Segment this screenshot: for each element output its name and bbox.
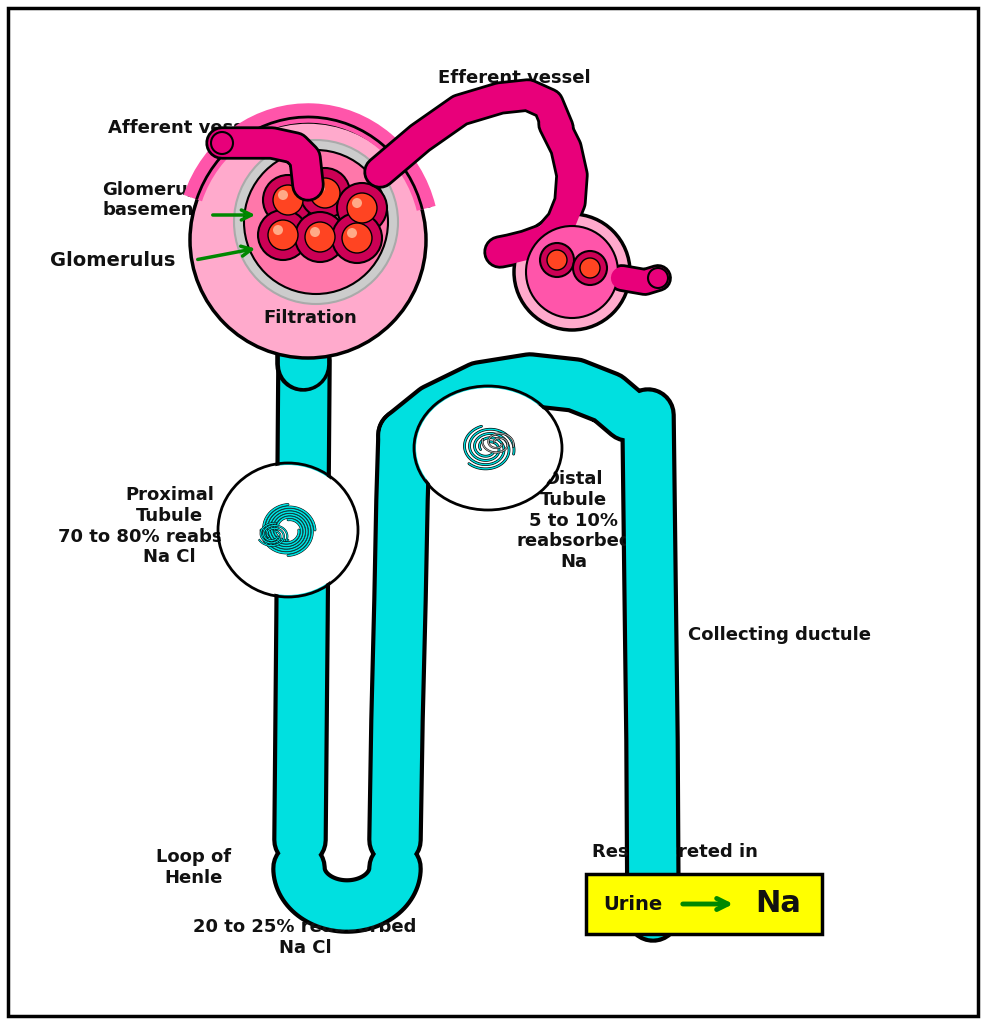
Circle shape: [547, 250, 567, 270]
Text: Efferent vessel: Efferent vessel: [438, 69, 591, 87]
Circle shape: [648, 268, 668, 288]
Circle shape: [347, 193, 377, 223]
Ellipse shape: [220, 465, 356, 595]
Circle shape: [347, 228, 357, 238]
Circle shape: [573, 251, 607, 285]
Circle shape: [352, 198, 362, 208]
Text: Urine: Urine: [603, 895, 663, 913]
Circle shape: [315, 183, 325, 193]
Text: Rest Excreted in: Rest Excreted in: [592, 843, 758, 861]
Text: Collecting ductule: Collecting ductule: [688, 626, 871, 644]
Circle shape: [310, 227, 320, 237]
Circle shape: [295, 212, 345, 262]
Text: Glomerular
basement: Glomerular basement: [102, 180, 215, 219]
Text: Glomerulus: Glomerulus: [50, 251, 176, 269]
Circle shape: [190, 122, 426, 358]
Text: 20 to 25% reabsorbed
Na Cl: 20 to 25% reabsorbed Na Cl: [193, 918, 417, 956]
Circle shape: [211, 132, 233, 154]
FancyBboxPatch shape: [586, 874, 822, 934]
Circle shape: [278, 190, 288, 200]
Circle shape: [337, 183, 387, 233]
Circle shape: [305, 222, 335, 252]
Circle shape: [580, 258, 600, 278]
Circle shape: [234, 140, 398, 304]
Text: Na: Na: [755, 890, 801, 919]
Circle shape: [526, 226, 618, 318]
Text: Filtration: Filtration: [263, 309, 357, 327]
Circle shape: [310, 178, 340, 208]
Circle shape: [273, 225, 283, 234]
Circle shape: [244, 150, 388, 294]
Text: Proximal
Tubule
70 to 80% reabsorbed
Na Cl: Proximal Tubule 70 to 80% reabsorbed Na …: [58, 486, 281, 566]
Circle shape: [268, 220, 298, 250]
Circle shape: [332, 213, 382, 263]
Circle shape: [540, 243, 574, 278]
Text: Loop of
Henle: Loop of Henle: [157, 848, 232, 887]
Circle shape: [300, 168, 350, 218]
Circle shape: [514, 214, 630, 330]
Text: Afferent vessel: Afferent vessel: [108, 119, 262, 137]
Circle shape: [258, 210, 308, 260]
Circle shape: [342, 223, 372, 253]
Text: Distal
Tubule
5 to 10%
reabsorbed
Na: Distal Tubule 5 to 10% reabsorbed Na: [516, 470, 632, 571]
Circle shape: [273, 185, 303, 215]
Ellipse shape: [416, 388, 560, 508]
Circle shape: [263, 175, 313, 225]
